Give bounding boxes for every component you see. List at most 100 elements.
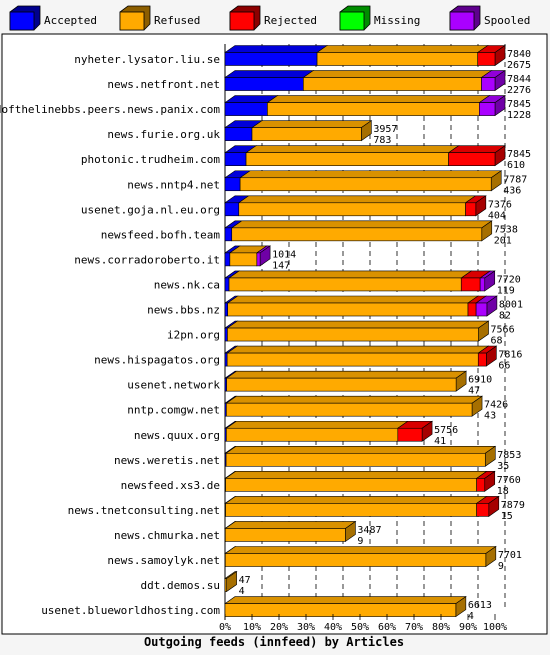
x-tick-label: 60% — [378, 622, 396, 633]
bar-label: news.tnetconsulting.net — [68, 504, 220, 517]
legend-label-accepted: Accepted — [44, 14, 97, 27]
bar-segment-accepted-front — [224, 177, 241, 192]
bar-label: news.quux.org — [134, 429, 220, 442]
x-tick-label: 10% — [243, 622, 261, 633]
bar-segment-refused — [226, 320, 490, 342]
bar-segment-refused-front — [226, 402, 473, 417]
bar-segment-refused-top — [224, 546, 497, 554]
bar-segment-refused-front — [224, 578, 227, 592]
bar-accepted: 610 — [507, 160, 525, 171]
x-tick-label: 40% — [324, 622, 342, 633]
bar-segment-spooled-front — [256, 252, 261, 267]
bar-segment-accepted — [224, 95, 279, 116]
x-tick-label: 0% — [219, 622, 231, 633]
bar-segment-refused — [224, 471, 488, 492]
x-tick-label: 80% — [432, 622, 450, 633]
bar-segment-rejected — [447, 145, 506, 167]
bar-segment-accepted-front — [224, 277, 230, 292]
bar-segment-spooled — [475, 295, 498, 317]
bar-accepted: 15 — [501, 511, 513, 522]
bar-label: i2pn.org — [167, 329, 220, 342]
bar-segment-refused — [230, 220, 493, 242]
x-tick-label: 100% — [483, 622, 507, 633]
chart-title: Outgoing feeds (innfeed) by Articles — [144, 635, 404, 649]
legend-label-rejected: Rejected — [264, 14, 317, 27]
bar-segment-accepted-front — [224, 227, 233, 242]
bar-label: news.netfront.net — [107, 78, 220, 91]
bar-segment-accepted-front — [224, 127, 253, 141]
bar-accepted: 82 — [499, 311, 511, 322]
bar-segment-spooled — [478, 95, 506, 117]
bar-accepted: 404 — [488, 210, 506, 221]
bar-segment-refused-front — [231, 227, 483, 242]
bar-segment-refused-front — [316, 52, 479, 66]
bar-segment-accepted-top — [224, 45, 329, 53]
bar-segment-rejected-front — [477, 352, 487, 367]
bar-segment-refused — [225, 420, 409, 442]
bar-segment-rejected-front — [460, 277, 481, 292]
bar-accepted: 9 — [357, 536, 363, 547]
bar-segment-refused-top — [224, 471, 488, 479]
bar-segment-refused-top — [316, 45, 489, 53]
x-tick-label: 50% — [351, 622, 369, 633]
bar-label: news.corradoroberto.it — [74, 253, 220, 266]
bar-total: 47 — [239, 575, 251, 586]
bar-segment-refused — [239, 170, 503, 192]
bar-segment-accepted — [224, 45, 329, 66]
bar-total: 7376 — [488, 199, 512, 210]
bar-accepted: 147 — [272, 260, 290, 271]
bar-segment-rejected-front — [448, 152, 496, 166]
bar-segment-rejected-front — [397, 427, 423, 442]
bar-segment-refused-front — [251, 127, 362, 141]
bar-segment-refused — [224, 570, 238, 593]
bar-total: 7760 — [497, 475, 521, 486]
bar-label: news.chmurka.net — [114, 529, 220, 542]
x-tick-label: 20% — [270, 622, 288, 633]
bar-segment-refused-top — [302, 70, 493, 78]
bar-segment-refused-top — [266, 95, 491, 103]
bar-segment-refused — [228, 270, 473, 292]
bar-segment-refused-top — [225, 395, 484, 404]
bar-segment-refused-top — [237, 195, 477, 204]
bar-accepted: 43 — [484, 411, 496, 422]
bar-total: 7720 — [497, 274, 521, 285]
legend-swatch-accepted — [9, 11, 35, 31]
bar-segment-refused-top — [224, 596, 467, 604]
bar-segment-spooled — [255, 245, 272, 267]
legend-swatch-refused — [119, 11, 145, 31]
x-tick-label: 30% — [297, 622, 315, 633]
bar-total: 1014 — [272, 249, 296, 260]
bar-segment-spooled-front — [475, 302, 488, 317]
bar-segment-rejected — [476, 44, 506, 67]
bar-segment-refused-top — [225, 370, 468, 379]
bar-accepted: 436 — [503, 185, 521, 196]
bar-segment-refused-top — [245, 145, 460, 153]
bar-segment-refused — [302, 70, 493, 91]
bar-accepted: 41 — [434, 436, 446, 447]
bar-segment-rejected-front — [467, 302, 477, 317]
bar-label: news.bbs.nz — [147, 304, 220, 317]
bar-label: news.hispagatos.org — [94, 354, 220, 367]
bar-label: newsfeed.bofh.team — [101, 228, 221, 241]
bar-segment-accepted-front — [224, 302, 229, 317]
bar-segment-refused-front — [225, 478, 477, 492]
bar-total: 7787 — [503, 174, 527, 185]
bar-segment-accepted-top — [224, 70, 315, 78]
bar-accepted: 4 — [468, 611, 474, 622]
bar-segment-refused-front — [225, 503, 477, 517]
bar-label: photonic.trudheim.com — [81, 153, 220, 166]
bar-segment-spooled-front — [479, 277, 486, 292]
bar-segment-refused-front — [267, 102, 480, 116]
bar-segment-refused-front — [302, 77, 482, 91]
bar-accepted: 201 — [494, 235, 512, 246]
bar-accepted: 66 — [498, 361, 510, 372]
bar-segment-refused — [316, 45, 489, 66]
bar-total: 7853 — [497, 450, 521, 461]
bar-segment-refused — [245, 145, 460, 166]
bar-segment-refused-top — [226, 320, 490, 329]
x-tick-label: 70% — [405, 622, 423, 633]
bar-segment-accepted-front — [224, 52, 318, 66]
bar-segment-refused-top — [225, 445, 497, 454]
